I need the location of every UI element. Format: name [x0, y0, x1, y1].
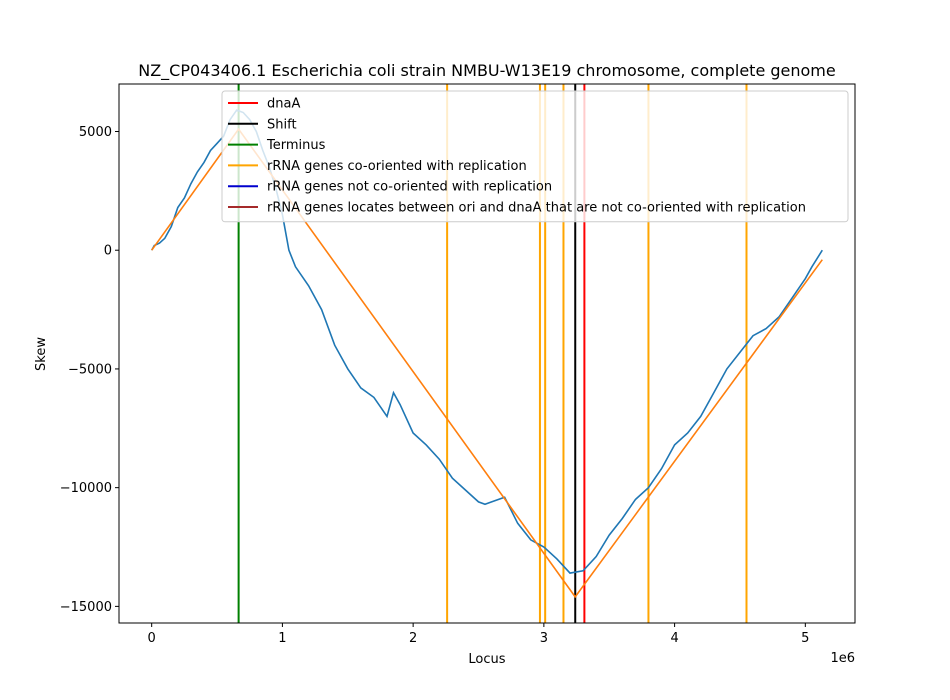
y-tick-label: 5000 [79, 125, 112, 140]
legend-label: Terminus [266, 138, 326, 153]
x-tick-label: 1 [278, 631, 286, 646]
x-tick-label: 5 [801, 631, 809, 646]
x-tick-label: 2 [409, 631, 417, 646]
fit-line [151, 127, 823, 599]
y-axis: 5000 0 −5000 −10000 −15000 [60, 125, 119, 615]
legend-label: rRNA genes locates between ori and dnaA … [267, 201, 806, 216]
legend-label: dnaA [267, 97, 300, 112]
y-tick-label: −10000 [60, 481, 112, 496]
x-tick-label: 4 [670, 631, 678, 646]
x-axis-label: Locus [468, 652, 505, 667]
x-offset-label: 1e6 [830, 651, 855, 666]
x-tick-label: 0 [148, 631, 156, 646]
chart-title: NZ_CP043406.1 Escherichia coli strain NM… [138, 61, 835, 81]
x-tick-label: 3 [540, 631, 548, 646]
y-axis-label: Skew [34, 337, 49, 371]
legend-box [221, 90, 849, 223]
legend-label: rRNA genes not co-oriented with replicat… [267, 180, 552, 195]
legend-label: rRNA genes co-oriented with replication [267, 159, 527, 174]
legend-label: Shift [267, 117, 297, 132]
y-tick-label: −15000 [60, 600, 112, 615]
axes-frame [118, 83, 856, 624]
legend: dnaA Shift Terminus rRNA genes co-oriented … [221, 90, 849, 223]
skew-line [150, 109, 823, 574]
x-axis: 0 1 2 3 4 5 [148, 623, 809, 646]
y-tick-label: 0 [104, 244, 112, 259]
y-tick-label: −5000 [68, 362, 112, 377]
